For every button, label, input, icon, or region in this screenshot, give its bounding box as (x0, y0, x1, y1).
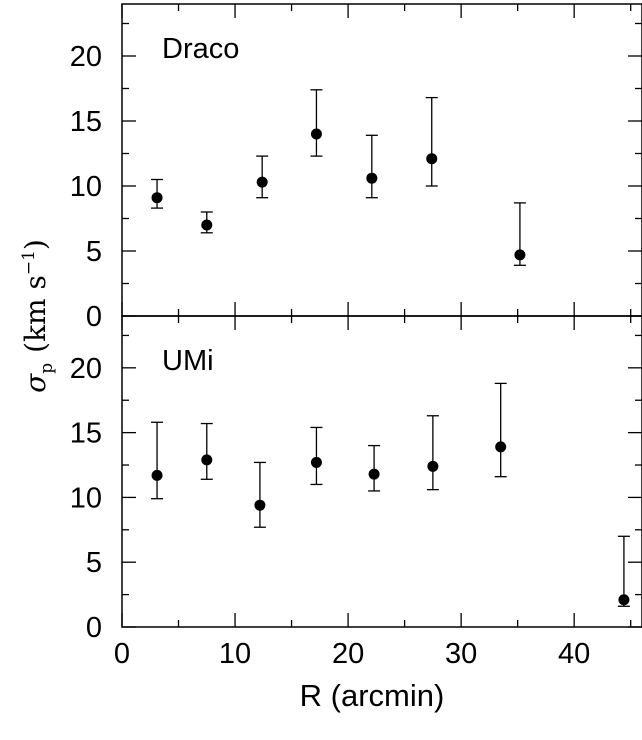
x-tick-label: 10 (219, 638, 251, 670)
draco-panel: 0 5 10 15 20 Draco (70, 3, 642, 333)
data-point (426, 153, 438, 165)
data-point (368, 468, 380, 480)
x-tick-label: 0 (114, 638, 130, 670)
y-axis-units: (km s (19, 275, 52, 353)
y-tick-label: 15 (70, 106, 102, 138)
data-point (310, 456, 322, 468)
data-point (366, 172, 378, 184)
y-tick-label: 5 (86, 236, 102, 268)
umi-panel: 0 5 10 15 20 0 10 20 30 40 UMi (70, 315, 642, 670)
data-point (201, 454, 213, 466)
y-tick-label: 5 (86, 547, 102, 579)
x-tick-label: 20 (332, 638, 364, 670)
plot-frame (121, 315, 642, 628)
y-axis-subscript: p (37, 363, 57, 374)
y-tick-label: 20 (70, 41, 102, 73)
y-tick-label: 0 (86, 301, 102, 333)
svg-text:σp(km s−1): σp (km s−1) (19, 239, 57, 393)
y-axis-symbol: σ (19, 373, 52, 393)
y-tick-label: 10 (70, 482, 102, 514)
data-point (495, 441, 507, 453)
data-point (151, 192, 163, 204)
data-point (427, 460, 439, 472)
y-axis-units-exponent: −1 (19, 250, 39, 275)
y-tick-label: 15 (70, 418, 102, 450)
y-tick-label: 20 (70, 353, 102, 385)
data-point (618, 594, 630, 606)
y-tick-label: 0 (86, 612, 102, 644)
panel-title: UMi (162, 345, 214, 377)
data-point (201, 219, 213, 231)
data-point (514, 249, 526, 261)
data-point (310, 128, 322, 140)
x-axis-label: R (arcmin) (300, 678, 445, 713)
x-tick-label: 40 (558, 638, 590, 670)
data-point (151, 469, 163, 481)
y-tick-label: 10 (70, 171, 102, 203)
y-axis-units-close: ) (19, 239, 52, 250)
data-point (254, 499, 266, 511)
x-tick-label: 30 (445, 638, 477, 670)
y-axis-label: σp (km s−1) (19, 239, 57, 393)
panel-title: Draco (162, 33, 239, 65)
data-point (256, 176, 268, 188)
